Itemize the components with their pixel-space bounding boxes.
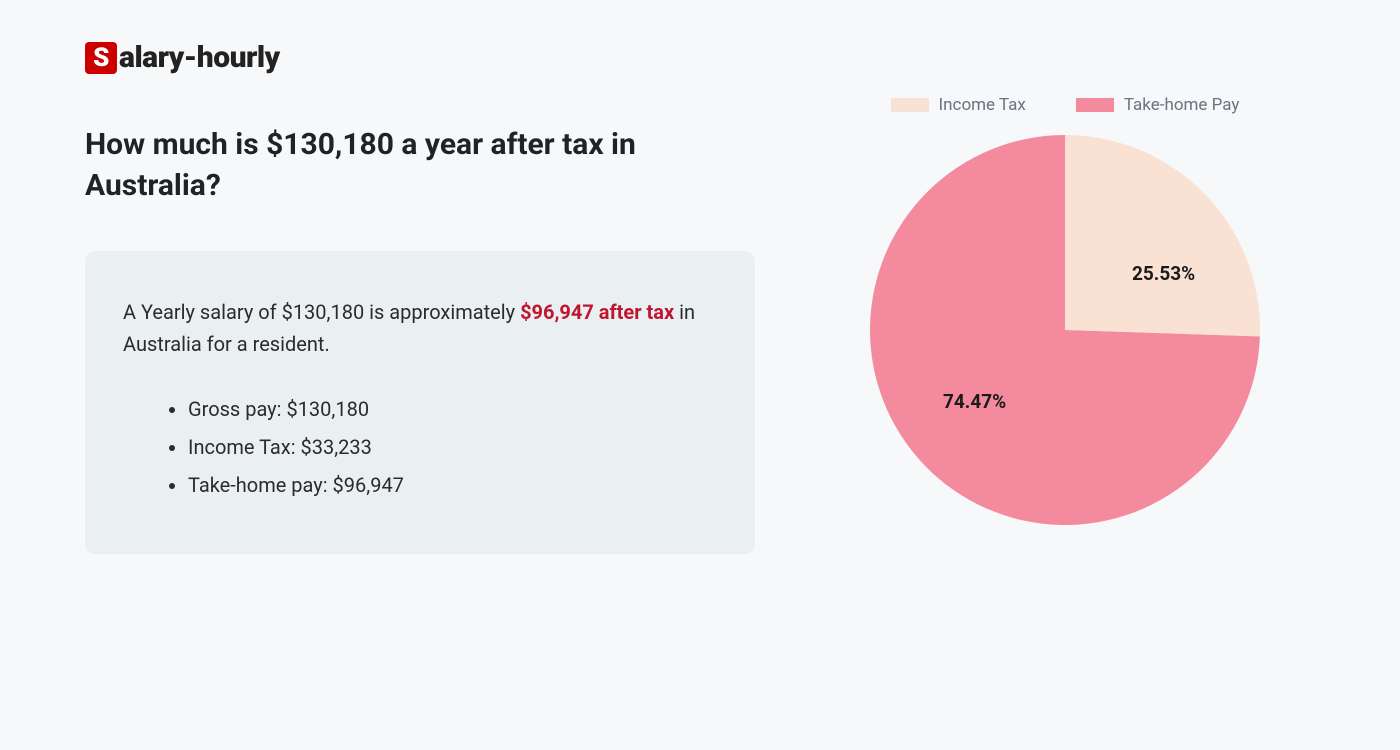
summary-highlight: $96,947 after tax bbox=[520, 300, 674, 324]
summary-prefix: A Yearly salary of $130,180 is approxima… bbox=[123, 300, 520, 324]
list-item: Gross pay: $130,180 bbox=[188, 390, 717, 428]
legend-label: Income Tax bbox=[939, 95, 1026, 115]
legend-swatch bbox=[1076, 98, 1114, 112]
summary-paragraph: A Yearly salary of $130,180 is approxima… bbox=[123, 296, 717, 360]
summary-list: Gross pay: $130,180 Income Tax: $33,233 … bbox=[123, 390, 717, 504]
page-title: How much is $130,180 a year after tax in… bbox=[85, 125, 755, 206]
slice-label-take-home: 74.47% bbox=[943, 390, 1006, 413]
text-column: How much is $130,180 a year after tax in… bbox=[85, 125, 755, 554]
slice-label-income-tax: 25.53% bbox=[1132, 262, 1195, 285]
pie-svg bbox=[870, 135, 1260, 525]
legend-item-income-tax: Income Tax bbox=[891, 95, 1026, 115]
pie-chart: 25.53% 74.47% bbox=[870, 135, 1260, 525]
site-logo: S alary-hourly bbox=[85, 40, 1315, 75]
legend-swatch bbox=[891, 98, 929, 112]
summary-box: A Yearly salary of $130,180 is approxima… bbox=[85, 251, 755, 554]
legend-item-take-home: Take-home Pay bbox=[1076, 95, 1240, 115]
legend-label: Take-home Pay bbox=[1124, 95, 1240, 115]
chart-legend: Income Tax Take-home Pay bbox=[891, 95, 1240, 115]
list-item: Take-home pay: $96,947 bbox=[188, 466, 717, 504]
content-row: How much is $130,180 a year after tax in… bbox=[85, 125, 1315, 554]
list-item: Income Tax: $33,233 bbox=[188, 428, 717, 466]
logo-text: alary-hourly bbox=[119, 40, 280, 75]
chart-column: Income Tax Take-home Pay 25.53% 74.47% bbox=[815, 95, 1315, 525]
logo-badge: S bbox=[85, 42, 117, 74]
